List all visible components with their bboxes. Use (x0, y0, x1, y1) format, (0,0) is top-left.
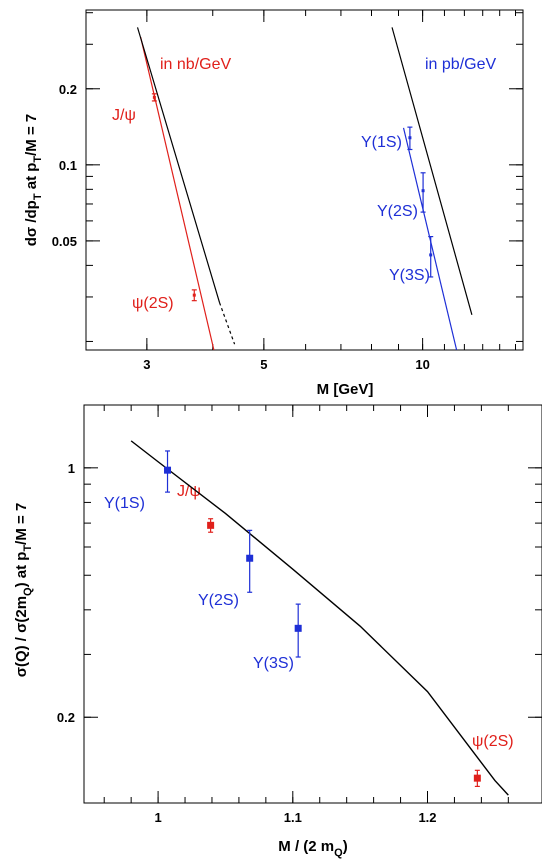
annotation-nb-per-gev: in nb/GeV (160, 56, 231, 73)
annotation-pb-per-gev: in pb/GeV (425, 56, 496, 73)
bottom-x-tick-label: 1.2 (418, 810, 436, 825)
bottom-y-tick-label: 1 (68, 461, 75, 476)
label-psi2s-top: ψ(2S) (132, 295, 174, 312)
bottom-data-point (473, 774, 481, 782)
top-y-tick-label: 0.1 (59, 158, 77, 173)
top-data-point (192, 293, 196, 297)
top-fit-line (391, 27, 473, 315)
bottom-data-point (207, 521, 215, 529)
top-data-point (408, 136, 412, 140)
top-data-point (421, 189, 425, 193)
top-fit-line (140, 37, 215, 351)
label-upsilon1s-bottom: Υ(1S) (104, 495, 145, 512)
label-upsilon3s-top: Υ(3S) (389, 267, 430, 284)
top-fit-line-extrapolation (218, 302, 236, 345)
top-ylabel: dσ /dpT at pT/M = 7 (23, 114, 44, 247)
bottom-xlabel: M / (2 mQ) (278, 838, 347, 859)
bottom-x-tick-label: 1 (154, 810, 161, 825)
top-data-point (152, 95, 156, 99)
top-x-tick-label: 5 (260, 357, 267, 372)
top-data-point (429, 253, 433, 257)
top-y-tick-label: 0.05 (52, 234, 77, 249)
top-panel: M [GeV] dσ /dpT at pT/M = 7 in nb/GeV in… (23, 9, 524, 398)
top-x-tick-label: 10 (415, 357, 429, 372)
bottom-y-tick-label: 0.2 (57, 710, 75, 725)
top-plot-frame (85, 9, 524, 351)
bottom-data-point (246, 554, 254, 562)
label-psi2s-bottom: ψ(2S) (472, 733, 514, 750)
top-x-tick-label: 3 (143, 357, 150, 372)
bottom-data-point (294, 624, 302, 632)
bottom-ylabel: σ(Q) / σ(2mQ) at pT/M = 7 (13, 503, 34, 678)
label-upsilon2s-top: Υ(2S) (377, 203, 418, 220)
bottom-plot-frame (83, 404, 542, 804)
top-fit-line (136, 27, 221, 303)
label-jpsi-bottom: J/ψ (177, 483, 201, 500)
top-xlabel: M [GeV] (317, 381, 374, 398)
label-jpsi-top: J/ψ (112, 107, 136, 124)
label-upsilon3s-bottom: Υ(3S) (253, 655, 294, 672)
top-fit-line (402, 127, 458, 351)
bottom-data-point (164, 466, 172, 474)
label-upsilon2s-bottom: Υ(2S) (198, 592, 239, 609)
bottom-x-tick-label: 1.1 (284, 810, 302, 825)
top-y-tick-label: 0.2 (59, 82, 77, 97)
bottom-panel: M / (2 mQ) σ(Q) / σ(2mQ) at pT/M = 7 J/ψ… (13, 404, 542, 859)
label-upsilon1s-top: Υ(1S) (361, 134, 402, 151)
